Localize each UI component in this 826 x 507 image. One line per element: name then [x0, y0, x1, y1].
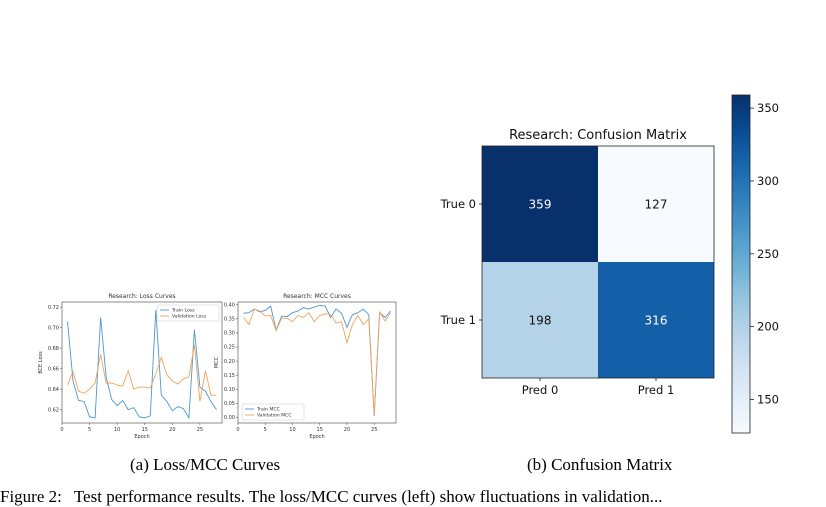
y-axis-label: BCE Loss: [38, 351, 44, 374]
x-tick-label: 0: [60, 427, 63, 433]
figure-caption-text: Test performance results. The loss/MCC c…: [73, 487, 663, 506]
cm-col-label: Pred 0: [522, 383, 559, 397]
cm-title: Research: Confusion Matrix: [509, 128, 687, 143]
colorbar-tick-label: 300: [757, 174, 779, 188]
y-axis-label: MCC: [214, 356, 220, 368]
x-tick-label: 15: [317, 427, 323, 433]
y-tick-label: 0.62: [48, 407, 59, 413]
y-tick-label: 0.25: [224, 345, 235, 351]
caption-a: (a) Loss/MCC Curves: [130, 455, 281, 474]
y-tick-label: 0.66: [48, 366, 59, 372]
x-tick-label: 5: [264, 427, 267, 433]
x-tick-label: 25: [197, 427, 203, 433]
cm-frame: [481, 145, 715, 379]
loss-curves-chart: Research: Loss Curves 0 5 10 15 20 25 0.62 0.64 0…: [38, 293, 223, 440]
y-tick-label: 0.35: [224, 317, 235, 323]
mcc-curves-chart: Research: MCC Curves 0 5 10 15 20 25 0.00 0.05 0.…: [214, 293, 397, 440]
series-line-1: [67, 310, 217, 420]
legend-label: Train Loss: [171, 308, 195, 314]
colorbar-tick-label: 150: [757, 392, 779, 406]
legend-label: Validation Loss: [172, 314, 207, 320]
x-tick-label: 10: [289, 427, 295, 433]
x-tick-label: 10: [114, 427, 120, 433]
y-tick-label: 0.72: [48, 305, 59, 311]
cm-cell: [598, 262, 714, 378]
x-tick-label: 0: [236, 427, 239, 433]
x-axis-label: Epoch: [134, 434, 149, 440]
cm-cell: [598, 146, 714, 262]
cm-col-label: Pred 1: [638, 383, 675, 397]
y-tick-label: 0.10: [224, 387, 235, 393]
figure-label: Figure 2:: [0, 487, 62, 506]
cm-cell-value: 127: [645, 198, 668, 212]
figure-caption: Figure 2: Test performance results. The l…: [0, 486, 826, 507]
legend-label: Train MCC: [256, 407, 280, 413]
y-tick-label: 0.40: [224, 303, 235, 309]
x-tick-label: 15: [142, 427, 148, 433]
y-tick-label: 0.15: [224, 373, 235, 379]
y-tick-label: 0.20: [224, 359, 235, 365]
cm-row-label: True 0: [440, 197, 476, 211]
chart-title: Research: Loss Curves: [108, 293, 175, 300]
series-line-1: [243, 304, 391, 416]
y-tick-label: 0.30: [224, 331, 235, 337]
cm-row-label: True 1: [440, 313, 476, 327]
colorbar-tick-label: 200: [757, 320, 779, 334]
y-tick-label: 0.68: [48, 346, 59, 352]
colorbar-tick-label: 350: [757, 101, 779, 115]
x-tick-label: 20: [169, 427, 175, 433]
cm-cell-value: 359: [529, 198, 552, 212]
x-tick-label: 20: [344, 427, 350, 433]
cm-cell-value: 316: [645, 314, 668, 328]
cm-cell: [482, 146, 598, 262]
y-tick-label: 0.70: [48, 325, 59, 331]
series-line-2: [67, 344, 217, 402]
y-tick-label: 0.64: [48, 387, 59, 393]
colorbar: [731, 94, 751, 434]
legend-box: [156, 304, 220, 322]
y-tick-label: 0.00: [224, 415, 235, 421]
legend-box: [241, 403, 305, 421]
plot-frame: [61, 301, 223, 424]
legend-label: Validation MCC: [257, 413, 292, 419]
caption-b: (b) Confusion Matrix: [527, 455, 673, 474]
x-tick-label: 25: [371, 427, 377, 433]
x-axis-label: Epoch: [309, 434, 324, 440]
y-tick-label: 0.05: [224, 401, 235, 407]
confusion-matrix-chart: Research: Confusion Matrix 359 127 198 316 Tr…: [440, 94, 779, 434]
chart-title: Research: MCC Curves: [283, 293, 351, 300]
series-line-2: [243, 308, 391, 415]
x-tick-label: 5: [88, 427, 91, 433]
colorbar-tick-label: 250: [757, 247, 779, 261]
plot-frame: [237, 301, 397, 424]
cm-cell: [482, 262, 598, 378]
cm-cell-value: 198: [529, 314, 552, 328]
